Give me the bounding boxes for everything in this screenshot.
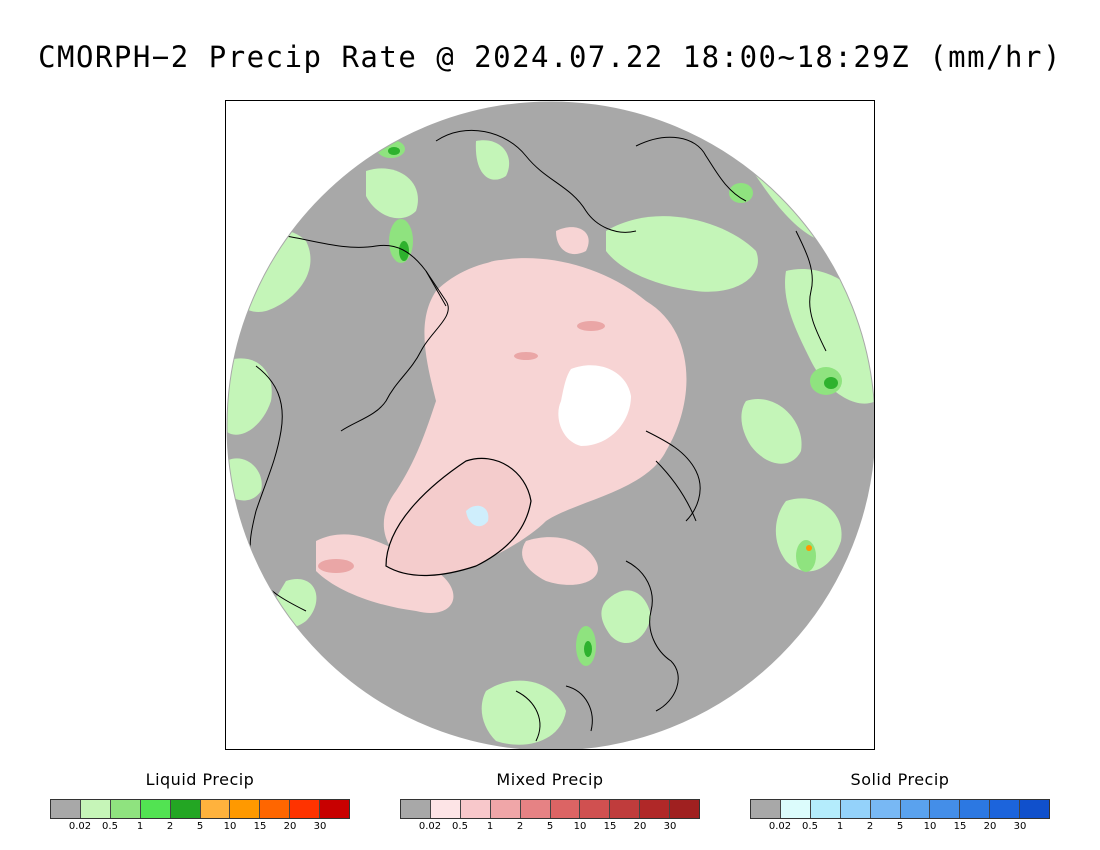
legend-swatch xyxy=(51,800,81,818)
mixed-precip-moderate xyxy=(318,321,605,573)
legend-swatch xyxy=(490,800,521,818)
legend-tick-label: 0.5 xyxy=(802,821,818,832)
legend-tick-label: 15 xyxy=(603,821,617,832)
legend-title: Solid Precip xyxy=(850,770,950,789)
legend-liquid-precip: Liquid Precip 0.02 0.5 1 2 5 10 15 20 30 xyxy=(50,770,350,835)
liquid-precip-intense xyxy=(806,545,812,551)
legend-swatch xyxy=(1020,800,1050,818)
legend-ticks: 0.02 0.5 1 2 5 10 15 20 30 xyxy=(50,821,350,835)
legend-solid-precip: Solid Precip 0.02 0.5 1 2 5 10 15 20 30 xyxy=(750,770,1050,835)
legend-title: Liquid Precip xyxy=(145,770,255,789)
legend-tick-label: 0.02 xyxy=(418,821,442,832)
legend-tick-label: 5 xyxy=(546,821,554,832)
legend-tick-label: 1 xyxy=(486,821,494,832)
legend-swatch xyxy=(200,800,231,818)
legend-tick-label: 1 xyxy=(836,821,844,832)
legend-title: Mixed Precip xyxy=(496,770,604,789)
legend-tick-label: 15 xyxy=(953,821,967,832)
solid-precip-patch xyxy=(466,505,489,527)
legend-swatch xyxy=(640,800,671,818)
legend-color-bar xyxy=(750,799,1050,819)
legend-ticks: 0.02 0.5 1 2 5 10 15 20 30 xyxy=(750,821,1050,835)
legend-swatch xyxy=(80,800,111,818)
legend-swatch xyxy=(780,800,811,818)
legend-tick-label: 10 xyxy=(573,821,587,832)
legend-swatch xyxy=(751,800,781,818)
legend-tick-label: 20 xyxy=(283,821,297,832)
legend-tick-label: 5 xyxy=(896,821,904,832)
legend-ticks: 0.02 0.5 1 2 5 10 15 20 30 xyxy=(400,821,700,835)
map-title: CMORPH−2 Precip Rate @ 2024.07.22 18:00~… xyxy=(38,40,1062,74)
legend-tick-label: 20 xyxy=(983,821,997,832)
legend-tick-label: 1 xyxy=(136,821,144,832)
legend-swatch xyxy=(990,800,1021,818)
legend-tick-label: 30 xyxy=(313,821,327,832)
legend-swatch xyxy=(810,800,841,818)
coastlines xyxy=(249,129,827,742)
legend-tick-label: 30 xyxy=(1013,821,1027,832)
legend-tick-label: 15 xyxy=(253,821,267,832)
legend-swatch xyxy=(610,800,641,818)
legend-swatch xyxy=(430,800,461,818)
legend-tick-label: 30 xyxy=(663,821,677,832)
legend-swatch xyxy=(230,800,261,818)
liquid-precip-light xyxy=(227,140,874,745)
legend-tick-label: 0.5 xyxy=(102,821,118,832)
legend-tick-label: 0.5 xyxy=(452,821,468,832)
legend-swatch xyxy=(870,800,901,818)
legend-swatch xyxy=(930,800,961,818)
legend-swatch xyxy=(520,800,551,818)
legend-swatch xyxy=(170,800,201,818)
legend-swatch xyxy=(401,800,431,818)
legend-swatch xyxy=(460,800,491,818)
legend-color-bar xyxy=(400,799,700,819)
legend-tick-label: 0.02 xyxy=(768,821,792,832)
greenland xyxy=(385,457,532,576)
legend-swatch xyxy=(260,800,291,818)
legend-tick-label: 5 xyxy=(196,821,204,832)
legend-swatch xyxy=(670,800,700,818)
legend-swatch xyxy=(290,800,321,818)
legend-tick-label: 0.02 xyxy=(68,821,92,832)
legend-swatch xyxy=(840,800,871,818)
legend-swatch xyxy=(580,800,611,818)
legend-tick-label: 20 xyxy=(633,821,647,832)
legend-color-bar xyxy=(50,799,350,819)
legend-tick-label: 2 xyxy=(866,821,874,832)
legend-swatch xyxy=(110,800,141,818)
legend-tick-label: 10 xyxy=(923,821,937,832)
legend-tick-label: 2 xyxy=(166,821,174,832)
legend-swatch xyxy=(550,800,581,818)
legend-mixed-precip: Mixed Precip 0.02 0.5 1 2 5 10 15 20 30 xyxy=(400,770,700,835)
legend-swatch xyxy=(960,800,991,818)
no-data-patch xyxy=(558,365,631,446)
legend-tick-label: 2 xyxy=(516,821,524,832)
legend-swatch xyxy=(900,800,931,818)
legend-swatch xyxy=(320,800,350,818)
legend-tick-label: 10 xyxy=(223,821,237,832)
polar-map-svg xyxy=(226,101,874,749)
polar-precip-map xyxy=(225,100,875,750)
legend-swatch xyxy=(140,800,171,818)
